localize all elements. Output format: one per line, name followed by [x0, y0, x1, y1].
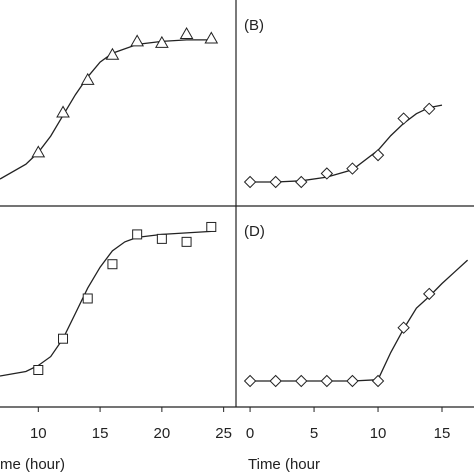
- x-tick-label-c-3: 25: [215, 425, 232, 442]
- data-point-b-6: [397, 112, 410, 125]
- data-point-b-3: [320, 167, 334, 180]
- data-point-c-7: [206, 221, 217, 232]
- data-point-c-6: [181, 236, 192, 247]
- data-point-c-4: [132, 229, 143, 240]
- fit-curve-a: [0, 39, 212, 180]
- x-axis-title-d: Time (hour: [248, 456, 320, 473]
- data-point-a-2: [80, 72, 95, 85]
- data-point-d-4: [346, 374, 359, 388]
- data-point-b-4: [346, 162, 359, 175]
- x-axis-title-c: me (hour): [0, 456, 65, 473]
- panel-d: (D) 0 5 10 15 Time (hour: [243, 223, 469, 473]
- data-point-c-3: [107, 259, 118, 270]
- panel-label-b: (B): [244, 17, 264, 34]
- data-point-d-5: [371, 374, 385, 388]
- data-point-d-1: [269, 374, 282, 388]
- data-point-a-7: [204, 31, 219, 44]
- data-point-b-2: [295, 175, 308, 189]
- data-point-d-6: [397, 321, 410, 334]
- x-tick-label-c-2: 20: [154, 425, 171, 442]
- data-point-c-0: [33, 365, 44, 375]
- panels: (B) 10 15 20 25 me (hour) (D) 0 5 10 15 Time (hour: [0, 17, 469, 473]
- data-point-d-3: [320, 374, 334, 388]
- fit-curve-c: [0, 230, 212, 377]
- x-tick-label-d-0: 0: [246, 425, 254, 442]
- data-point-b-5: [371, 148, 385, 162]
- panel-b: (B): [243, 17, 443, 189]
- data-point-b-0: [243, 175, 257, 189]
- data-point-a-6: [179, 26, 194, 39]
- x-tick-label-c-1: 15: [92, 425, 109, 442]
- data-point-a-0: [31, 145, 46, 158]
- data-point-a-4: [130, 34, 145, 47]
- data-point-a-1: [56, 105, 70, 118]
- data-point-c-2: [82, 293, 93, 304]
- data-point-b-1: [269, 175, 282, 189]
- panel-label-d: (D): [244, 223, 265, 240]
- fit-curve-d: [250, 259, 469, 382]
- data-point-d-7: [423, 287, 436, 301]
- data-point-c-5: [156, 233, 167, 244]
- panel-c: 10 15 20 25 me (hour): [0, 221, 232, 473]
- data-point-b-7: [423, 102, 436, 116]
- x-tick-label-d-1: 5: [310, 425, 318, 442]
- data-point-c-1: [58, 333, 69, 344]
- panel-a: [0, 26, 219, 180]
- plot-frame: [0, 0, 474, 408]
- x-tick-label-c-0: 10: [30, 425, 47, 442]
- data-point-d-2: [295, 374, 308, 388]
- data-point-a-3: [105, 47, 120, 60]
- x-tick-label-d-2: 10: [370, 425, 387, 442]
- data-point-d-0: [243, 374, 257, 388]
- data-point-a-5: [155, 35, 169, 48]
- x-tick-label-d-3: 15: [434, 425, 451, 442]
- fit-curve-b: [250, 104, 443, 183]
